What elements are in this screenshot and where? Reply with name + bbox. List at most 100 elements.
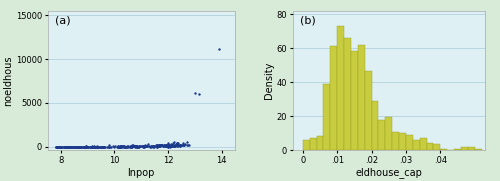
Point bbox=[74, 145, 82, 148]
Bar bbox=[316, 136, 324, 150]
Point bbox=[92, 145, 100, 148]
Point bbox=[117, 145, 125, 148]
Point bbox=[52, 145, 60, 148]
Point bbox=[152, 145, 160, 148]
Point bbox=[138, 144, 145, 147]
Point bbox=[91, 145, 99, 148]
Point bbox=[118, 145, 126, 148]
Point bbox=[144, 143, 152, 146]
Point bbox=[172, 142, 179, 145]
Point bbox=[115, 145, 123, 148]
Point bbox=[152, 144, 160, 147]
Text: (b): (b) bbox=[300, 15, 316, 25]
Point bbox=[158, 144, 166, 147]
Point bbox=[163, 145, 171, 148]
Point bbox=[162, 144, 170, 146]
Point bbox=[172, 144, 179, 146]
Point bbox=[131, 144, 139, 147]
Point bbox=[98, 145, 106, 148]
Point bbox=[88, 145, 96, 148]
Point bbox=[163, 144, 171, 147]
Point bbox=[66, 145, 74, 148]
Point bbox=[162, 145, 170, 148]
Point bbox=[111, 145, 119, 148]
Point bbox=[163, 144, 171, 146]
Point bbox=[162, 145, 170, 148]
Point bbox=[131, 145, 139, 148]
Point bbox=[146, 145, 154, 148]
Point bbox=[132, 145, 140, 148]
Point bbox=[116, 145, 124, 148]
Point bbox=[118, 144, 126, 147]
Point bbox=[185, 144, 193, 146]
Point bbox=[184, 144, 192, 146]
Point bbox=[54, 145, 62, 148]
Point bbox=[126, 145, 134, 148]
Point bbox=[161, 145, 169, 148]
Point bbox=[103, 145, 111, 148]
Bar bbox=[461, 147, 468, 150]
Point bbox=[169, 144, 177, 146]
Point bbox=[165, 144, 173, 147]
Point bbox=[114, 145, 122, 148]
Point bbox=[94, 145, 102, 148]
Point bbox=[97, 145, 105, 148]
Point bbox=[64, 145, 72, 148]
Point bbox=[179, 144, 187, 146]
Point bbox=[82, 145, 90, 148]
Bar bbox=[372, 101, 378, 150]
Point bbox=[148, 145, 156, 148]
Point bbox=[92, 145, 100, 148]
Point bbox=[64, 145, 72, 148]
Point bbox=[170, 145, 178, 148]
Point bbox=[104, 145, 112, 148]
Point bbox=[86, 145, 94, 148]
Point bbox=[164, 144, 172, 147]
Point bbox=[120, 145, 128, 148]
Point bbox=[124, 145, 132, 148]
Point bbox=[74, 145, 82, 148]
Point bbox=[90, 145, 98, 148]
Point bbox=[97, 145, 105, 148]
Point bbox=[76, 145, 84, 148]
X-axis label: lnpop: lnpop bbox=[128, 168, 155, 178]
Point bbox=[168, 144, 176, 147]
Point bbox=[65, 145, 73, 148]
Point bbox=[140, 144, 148, 147]
Point bbox=[52, 145, 60, 148]
Point bbox=[127, 145, 135, 148]
Point bbox=[134, 145, 141, 148]
Point bbox=[160, 144, 168, 147]
Point bbox=[215, 48, 223, 51]
Point bbox=[154, 144, 162, 147]
Point bbox=[115, 145, 123, 148]
Point bbox=[93, 145, 101, 148]
Point bbox=[76, 145, 84, 148]
Point bbox=[67, 145, 75, 148]
Point bbox=[57, 145, 65, 148]
Point bbox=[142, 143, 150, 146]
Point bbox=[114, 145, 122, 148]
Y-axis label: Density: Density bbox=[264, 62, 274, 99]
Point bbox=[170, 140, 178, 143]
Point bbox=[168, 144, 175, 147]
Y-axis label: noeldhous: noeldhous bbox=[3, 55, 13, 106]
Point bbox=[88, 145, 96, 148]
Point bbox=[168, 144, 176, 147]
Point bbox=[90, 145, 98, 148]
Point bbox=[88, 145, 96, 148]
Bar bbox=[378, 120, 386, 150]
Point bbox=[98, 145, 106, 148]
Point bbox=[159, 145, 167, 148]
Point bbox=[195, 93, 203, 96]
Point bbox=[74, 145, 82, 148]
Point bbox=[83, 145, 91, 148]
Point bbox=[82, 145, 90, 148]
Point bbox=[146, 145, 154, 148]
Point bbox=[128, 144, 136, 147]
Point bbox=[172, 142, 180, 145]
Point bbox=[126, 145, 134, 148]
Point bbox=[56, 145, 64, 148]
Bar bbox=[434, 144, 440, 150]
Point bbox=[140, 145, 147, 148]
